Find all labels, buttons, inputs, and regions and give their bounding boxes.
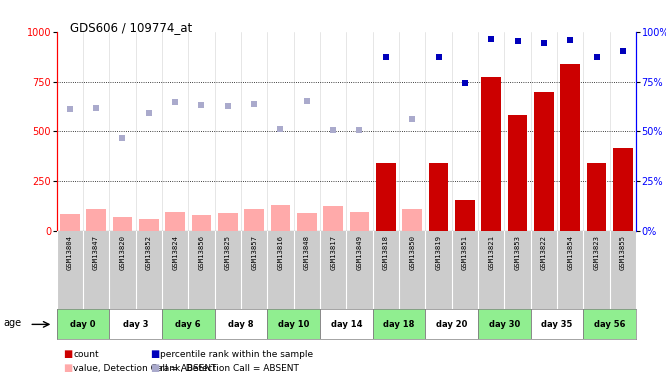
Bar <box>455 200 475 231</box>
Bar <box>270 205 290 231</box>
Text: ■: ■ <box>150 363 159 373</box>
Text: day 8: day 8 <box>228 320 254 329</box>
Bar <box>297 213 317 231</box>
Text: day 20: day 20 <box>436 320 468 329</box>
Bar <box>113 217 133 231</box>
Bar <box>534 93 553 231</box>
Text: GSM13852: GSM13852 <box>146 235 152 270</box>
Bar <box>531 309 583 339</box>
Bar <box>350 212 370 231</box>
Bar <box>109 309 162 339</box>
Bar <box>426 309 478 339</box>
Text: day 56: day 56 <box>594 320 625 329</box>
Text: GSM13857: GSM13857 <box>251 235 257 270</box>
Bar <box>244 209 264 231</box>
Text: GSM13821: GSM13821 <box>488 235 494 270</box>
Text: GSM13817: GSM13817 <box>330 235 336 270</box>
Text: GSM13819: GSM13819 <box>436 235 442 270</box>
Text: day 14: day 14 <box>330 320 362 329</box>
Text: day 6: day 6 <box>175 320 201 329</box>
Text: GSM13825: GSM13825 <box>225 235 231 270</box>
Bar <box>373 309 426 339</box>
Bar <box>482 76 501 231</box>
Bar <box>507 116 527 231</box>
Text: GSM13820: GSM13820 <box>119 235 125 270</box>
Text: rank, Detection Call = ABSENT: rank, Detection Call = ABSENT <box>160 364 299 373</box>
Bar <box>376 163 396 231</box>
Text: GDS606 / 109774_at: GDS606 / 109774_at <box>70 21 192 34</box>
Bar <box>320 309 373 339</box>
Text: day 0: day 0 <box>70 320 96 329</box>
Text: GSM13818: GSM13818 <box>383 235 389 270</box>
Text: day 18: day 18 <box>384 320 415 329</box>
Text: GSM13816: GSM13816 <box>278 235 284 270</box>
Bar <box>165 212 185 231</box>
Text: GSM13823: GSM13823 <box>593 235 599 270</box>
Text: day 10: day 10 <box>278 320 309 329</box>
Bar <box>560 64 580 231</box>
Text: GSM13848: GSM13848 <box>304 235 310 270</box>
Text: day 3: day 3 <box>123 320 149 329</box>
Bar <box>613 148 633 231</box>
Text: age: age <box>3 318 21 327</box>
Bar <box>583 309 636 339</box>
Text: GSM13849: GSM13849 <box>356 235 362 270</box>
Text: GSM13850: GSM13850 <box>409 235 415 270</box>
Text: GSM13804: GSM13804 <box>67 235 73 270</box>
Bar <box>218 213 238 231</box>
Text: value, Detection Call = ABSENT: value, Detection Call = ABSENT <box>73 364 216 373</box>
Text: GSM13847: GSM13847 <box>93 235 99 270</box>
Bar <box>267 309 320 339</box>
Text: day 30: day 30 <box>489 320 520 329</box>
Text: GSM13856: GSM13856 <box>198 235 204 270</box>
Text: GSM13855: GSM13855 <box>620 235 626 270</box>
Bar <box>60 214 80 231</box>
Bar <box>587 163 607 231</box>
Bar <box>57 309 109 339</box>
Bar <box>139 219 159 231</box>
Text: count: count <box>73 350 99 359</box>
Text: percentile rank within the sample: percentile rank within the sample <box>160 350 313 359</box>
Bar <box>402 209 422 231</box>
Bar <box>214 309 267 339</box>
Text: GSM13853: GSM13853 <box>515 235 521 270</box>
Bar <box>478 309 531 339</box>
Text: GSM13824: GSM13824 <box>172 235 178 270</box>
Text: GSM13822: GSM13822 <box>541 235 547 270</box>
Text: day 35: day 35 <box>541 320 573 329</box>
Text: ■: ■ <box>63 350 73 359</box>
Bar <box>192 215 211 231</box>
Text: GSM13851: GSM13851 <box>462 235 468 270</box>
Bar <box>429 163 448 231</box>
Bar <box>86 209 106 231</box>
Text: GSM13854: GSM13854 <box>567 235 573 270</box>
Text: ■: ■ <box>150 350 159 359</box>
Text: ■: ■ <box>63 363 73 373</box>
Bar <box>162 309 214 339</box>
Bar <box>323 206 343 231</box>
